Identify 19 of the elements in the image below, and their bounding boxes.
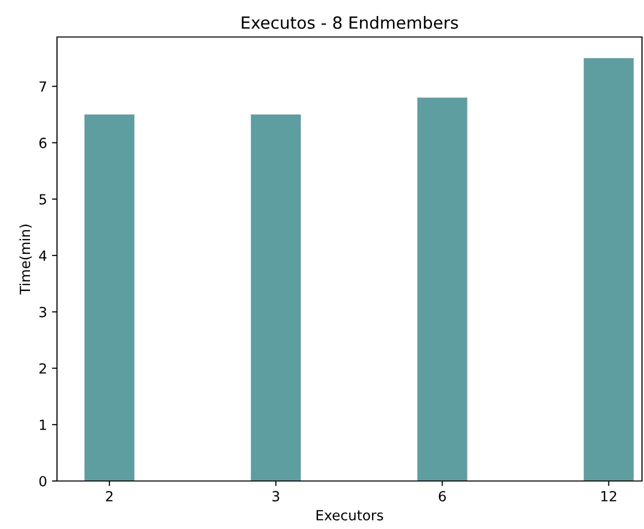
y-tick-label: 3 — [40, 306, 46, 318]
x-axis-title: Executors — [316, 510, 384, 520]
x-tick-label: 3 — [272, 490, 280, 502]
y-tick-label: 6 — [39, 138, 46, 148]
y-tick-label: 0 — [39, 476, 46, 486]
x-tick-label: 2 — [106, 490, 112, 502]
bar — [84, 114, 134, 481]
y-tick-label: 5 — [40, 194, 46, 205]
y-tick-label: 2 — [39, 363, 46, 374]
x-tick-label: 12 — [601, 490, 616, 502]
bar — [584, 58, 634, 481]
y-tick-label: 1 — [40, 420, 46, 430]
y-tick-label: 7 — [40, 81, 46, 92]
x-tick-label: 6 — [438, 490, 446, 502]
chart-title: Executos - 8 Endmembers — [242, 16, 458, 29]
bar — [417, 98, 468, 481]
y-axis-title: Time(min) — [19, 224, 32, 295]
bar — [250, 114, 301, 481]
y-tick-label: 4 — [39, 250, 46, 261]
